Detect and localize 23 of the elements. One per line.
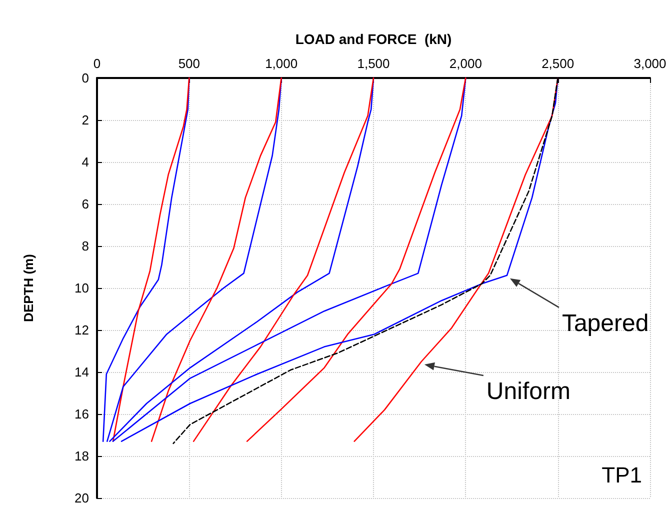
x-tick-label: 2,000 xyxy=(449,56,482,71)
annotation: Uniform xyxy=(486,378,570,405)
y-tick-label: 10 xyxy=(74,280,89,296)
y-tick-label: 2 xyxy=(82,112,89,128)
x-tick-label: 500 xyxy=(178,56,200,71)
y-tick-label: 0 xyxy=(82,70,89,86)
x-tick-label: 3,000 xyxy=(634,56,666,71)
annotation: Tapered xyxy=(562,310,649,337)
y-tick-label: 4 xyxy=(82,154,89,170)
y-axis-title: DEPTH (m) xyxy=(21,254,36,322)
y-tick-label: 20 xyxy=(74,490,89,506)
x-tick-label: 1,000 xyxy=(265,56,298,71)
x-axis-title: LOAD and FORCE (kN) xyxy=(295,31,452,47)
y-tick-label: 14 xyxy=(74,364,89,380)
y-tick-label: 12 xyxy=(74,322,89,338)
x-tick-label: 1,500 xyxy=(357,56,390,71)
y-tick-label: 16 xyxy=(74,406,89,422)
annotation: TP1 xyxy=(602,462,642,488)
y-tick-label: 18 xyxy=(74,448,89,464)
x-tick-label: 0 xyxy=(93,56,101,71)
x-tick-label: 2,500 xyxy=(542,56,574,71)
y-tick-label: 8 xyxy=(82,238,89,254)
y-tick-label: 6 xyxy=(82,196,89,212)
